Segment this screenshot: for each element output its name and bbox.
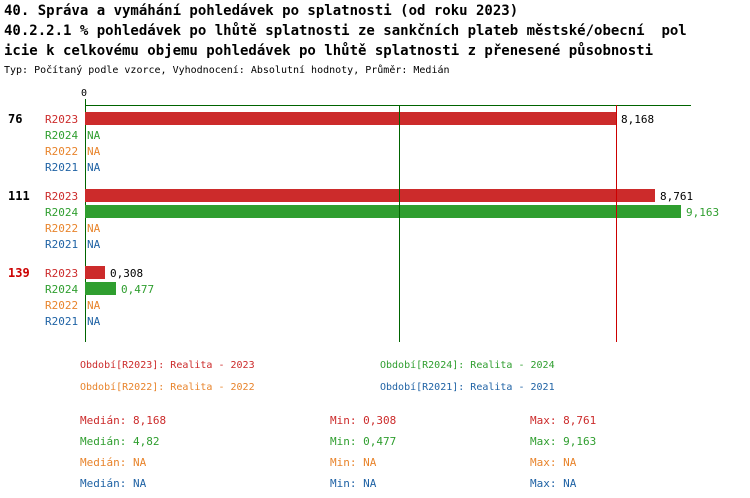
- stat-min: Min: NA: [330, 456, 377, 469]
- bar-row-111-R2021: R2021 NA: [0, 236, 750, 252]
- indicator-meta-subtitle: Typ: Počítaný podle vzorce, Vyhodnocení:…: [4, 65, 450, 76]
- series-label-R2023: R2023: [45, 190, 79, 203]
- legend-item-2: Období[R2022]: Realita - 2022: [80, 382, 255, 393]
- median-line-R2023: [616, 105, 617, 342]
- bar-R2024: [85, 205, 681, 218]
- bar-value-label: NA: [87, 129, 101, 142]
- bar-R2023: [85, 112, 616, 125]
- bar-value-label: NA: [87, 315, 101, 328]
- bar-group-139: 139 R2023 0,308 R2024 0,477 R2022 NA R2021 NA: [0, 265, 750, 329]
- bar-value-label: 0,308: [110, 267, 144, 280]
- stats-table: Medián: 8,168 Min: 0,308 Max: 8,761 Medián:…: [0, 414, 750, 498]
- stats-row-0: Medián: 8,168 Min: 0,308 Max: 8,761: [0, 414, 750, 428]
- stat-max: Max: 8,761: [530, 414, 597, 427]
- series-label-R2022: R2022: [45, 222, 79, 235]
- bar-value-label: 8,761: [660, 190, 694, 203]
- bar-row-111-R2024: R2024 9,163: [0, 204, 750, 220]
- series-label-R2023: R2023: [45, 113, 79, 126]
- stat-max: Max: NA: [530, 456, 577, 469]
- stat-min: Min: 0,308: [330, 414, 397, 427]
- stat-min: Min: NA: [330, 477, 377, 490]
- bar-value-label: NA: [87, 161, 101, 174]
- bar-value-label: 8,168: [621, 113, 655, 126]
- indicator-title-line2: icie k celkovému objemu pohledávek po lh…: [4, 43, 654, 59]
- stat-max: Max: NA: [530, 477, 577, 490]
- bar-row-139-R2022: R2022 NA: [0, 297, 750, 313]
- median-lines: [0, 105, 750, 342]
- bar-row-139-R2021: R2021 NA: [0, 313, 750, 329]
- series-label-R2022: R2022: [45, 299, 79, 312]
- bar-row-76-R2024: R2024 NA: [0, 127, 750, 143]
- plot-area: 76 R2023 8,168 R2024 NA R2022 NA R2021 NA 111 R202…: [0, 111, 750, 342]
- bar-group-111: 111 R2023 8,761 R2024 9,163 R2022 NA R2021 NA: [0, 188, 750, 252]
- indicator-title-line1: 40.2.2.1 % pohledávek po lhůtě splatnost…: [4, 23, 687, 39]
- bar-row-111-R2022: R2022 NA: [0, 220, 750, 236]
- legend-item-3: Období[R2021]: Realita - 2021: [380, 382, 555, 393]
- stat-median: Medián: 8,168: [80, 414, 167, 427]
- median-line-R2024: [399, 105, 400, 342]
- stat-min: Min: 0,477: [330, 435, 397, 448]
- x-axis-zero-label: 0: [81, 88, 88, 99]
- series-label-R2024: R2024: [45, 206, 79, 219]
- bar-row-139-R2023: R2023 0,308: [0, 265, 750, 281]
- series-label-R2021: R2021: [45, 238, 79, 251]
- series-label-R2023: R2023: [45, 267, 79, 280]
- series-label-R2022: R2022: [45, 145, 79, 158]
- bar-group-76: 76 R2023 8,168 R2024 NA R2022 NA R2021 NA: [0, 111, 750, 175]
- stats-row-2: Medián: NA Min: NA Max: NA: [0, 456, 750, 470]
- series-label-R2021: R2021: [45, 315, 79, 328]
- bar-R2024: [85, 282, 116, 295]
- bar-row-76-R2021: R2021 NA: [0, 159, 750, 175]
- bar-R2023: [85, 266, 105, 279]
- series-label-R2024: R2024: [45, 129, 79, 142]
- stats-row-3: Medián: NA Min: NA Max: NA: [0, 477, 750, 491]
- x-axis-tick: [85, 99, 86, 105]
- bar-value-label: NA: [87, 299, 101, 312]
- bar-value-label: NA: [87, 145, 101, 158]
- bar-value-label: NA: [87, 222, 101, 235]
- legend-item-1: Období[R2024]: Realita - 2024: [380, 360, 555, 371]
- x-axis-line: [85, 105, 691, 106]
- stats-row-1: Medián: 4,82 Min: 0,477 Max: 9,163: [0, 435, 750, 449]
- series-label-R2024: R2024: [45, 283, 79, 296]
- legend: Období[R2023]: Realita - 2023 Období[R202…: [0, 360, 750, 404]
- group-id-label: 139: [8, 266, 30, 280]
- bar-row-76-R2022: R2022 NA: [0, 143, 750, 159]
- group-id-label: 111: [8, 189, 30, 203]
- stat-median: Medián: 4,82: [80, 435, 160, 448]
- bar-row-76-R2023: R2023 8,168: [0, 111, 750, 127]
- bar-value-label: 0,477: [121, 283, 155, 296]
- stat-median: Medián: NA: [80, 456, 147, 469]
- stat-max: Max: 9,163: [530, 435, 597, 448]
- bar-row-139-R2024: R2024 0,477: [0, 281, 750, 297]
- legend-item-0: Období[R2023]: Realita - 2023: [80, 360, 255, 371]
- stat-median: Medián: NA: [80, 477, 147, 490]
- bar-R2023: [85, 189, 655, 202]
- bar-value-label: NA: [87, 238, 101, 251]
- series-label-R2021: R2021: [45, 161, 79, 174]
- bar-value-label: 9,163: [686, 206, 720, 219]
- bar-row-111-R2023: R2023 8,761: [0, 188, 750, 204]
- group-id-label: 76: [8, 112, 23, 126]
- bar-chart: 0 76 R2023 8,168 R2024 NA R2022 NA R2021 NA 111 R2…: [0, 88, 750, 342]
- page-title: 40. Správa a vymáhání pohledávek po spla…: [4, 3, 519, 19]
- y-axis-line: [85, 105, 86, 342]
